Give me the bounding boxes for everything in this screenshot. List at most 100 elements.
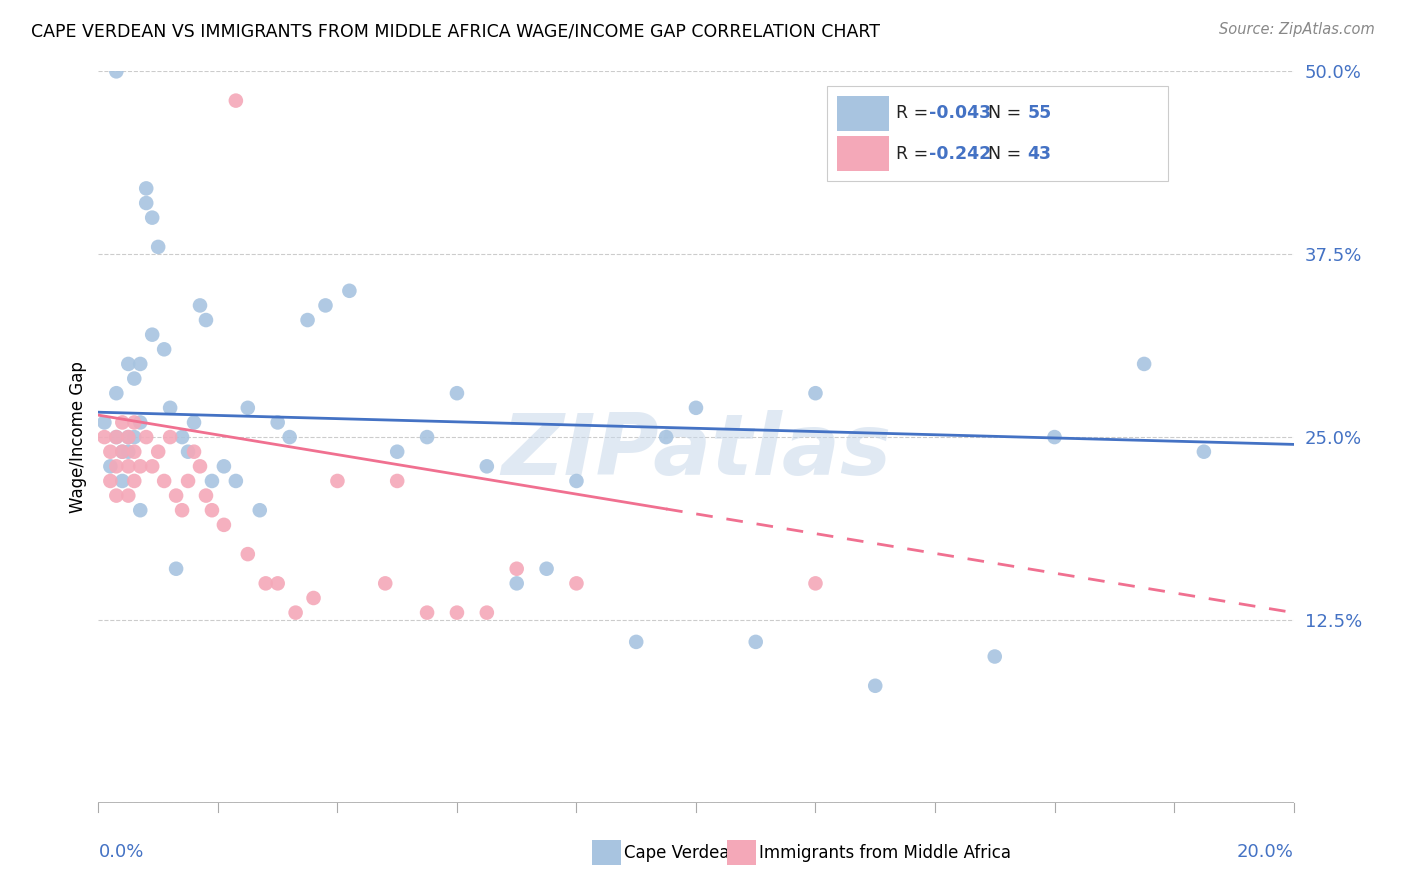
Point xyxy=(135,430,157,444)
FancyBboxPatch shape xyxy=(838,136,889,171)
Point xyxy=(804,576,827,591)
Point xyxy=(117,430,139,444)
Point xyxy=(129,459,152,474)
Point xyxy=(236,401,259,415)
Point xyxy=(183,444,205,458)
Text: CAPE VERDEAN VS IMMIGRANTS FROM MIDDLE AFRICA WAGE/INCOME GAP CORRELATION CHART: CAPE VERDEAN VS IMMIGRANTS FROM MIDDLE A… xyxy=(31,22,880,40)
Point xyxy=(188,298,211,312)
Point xyxy=(416,606,439,620)
Point xyxy=(98,459,122,474)
Point xyxy=(225,474,247,488)
Point xyxy=(165,562,187,576)
Point xyxy=(141,211,163,225)
Point xyxy=(153,343,176,357)
Point xyxy=(117,489,139,503)
Text: Immigrants from Middle Africa: Immigrants from Middle Africa xyxy=(759,844,1011,862)
Point xyxy=(159,430,181,444)
Point xyxy=(153,474,176,488)
Point xyxy=(506,576,529,591)
Point xyxy=(1192,444,1215,458)
Point xyxy=(385,444,409,458)
Point xyxy=(148,240,170,254)
Point xyxy=(117,357,139,371)
Point xyxy=(195,489,218,503)
Point xyxy=(254,576,277,591)
Point xyxy=(98,474,122,488)
Point xyxy=(172,430,194,444)
Point xyxy=(865,679,887,693)
Text: Cape Verdeans: Cape Verdeans xyxy=(624,844,749,862)
FancyBboxPatch shape xyxy=(727,840,756,865)
Text: -0.242: -0.242 xyxy=(929,145,991,162)
Point xyxy=(105,489,128,503)
Point xyxy=(278,430,301,444)
Point xyxy=(446,386,468,401)
Point xyxy=(148,444,170,458)
Point xyxy=(105,430,128,444)
Point xyxy=(536,562,558,576)
FancyBboxPatch shape xyxy=(827,86,1168,181)
Text: ZIPatlas: ZIPatlas xyxy=(501,410,891,493)
Point xyxy=(326,474,349,488)
Point xyxy=(105,386,128,401)
Point xyxy=(177,474,200,488)
Point xyxy=(105,64,128,78)
Point xyxy=(129,357,152,371)
Point xyxy=(297,313,319,327)
Point xyxy=(212,459,235,474)
Point xyxy=(506,562,529,576)
Text: R =: R = xyxy=(896,145,934,162)
Text: 20.0%: 20.0% xyxy=(1237,843,1294,861)
Point xyxy=(111,474,134,488)
Point xyxy=(105,430,128,444)
Point xyxy=(385,474,409,488)
Text: R =: R = xyxy=(896,104,934,122)
Point xyxy=(475,459,498,474)
Text: 43: 43 xyxy=(1028,145,1052,162)
Point xyxy=(98,444,122,458)
Point xyxy=(183,416,205,430)
Point xyxy=(124,444,146,458)
Point xyxy=(105,459,128,474)
Point xyxy=(1043,430,1066,444)
Text: N =: N = xyxy=(988,104,1026,122)
Point xyxy=(177,444,200,458)
Point xyxy=(124,371,146,385)
Point xyxy=(124,474,146,488)
Point xyxy=(339,284,361,298)
Point xyxy=(201,503,224,517)
Point xyxy=(565,576,588,591)
Point xyxy=(236,547,259,561)
Point xyxy=(111,444,134,458)
Point xyxy=(117,459,139,474)
Point xyxy=(804,386,827,401)
Point xyxy=(1133,357,1156,371)
Y-axis label: Wage/Income Gap: Wage/Income Gap xyxy=(69,361,87,513)
Point xyxy=(129,503,152,517)
Point xyxy=(267,576,290,591)
Point xyxy=(195,313,218,327)
Point xyxy=(201,474,224,488)
Point xyxy=(124,416,146,430)
Point xyxy=(129,416,152,430)
Text: 0.0%: 0.0% xyxy=(98,843,143,861)
Point xyxy=(117,430,139,444)
Point xyxy=(745,635,768,649)
Point xyxy=(225,94,247,108)
FancyBboxPatch shape xyxy=(592,840,620,865)
Text: 55: 55 xyxy=(1028,104,1052,122)
Point xyxy=(93,430,115,444)
Text: Source: ZipAtlas.com: Source: ZipAtlas.com xyxy=(1219,22,1375,37)
Point xyxy=(212,517,235,532)
Point xyxy=(302,591,325,605)
Point xyxy=(284,606,307,620)
Point xyxy=(111,444,134,458)
Point xyxy=(267,416,290,430)
Text: -0.043: -0.043 xyxy=(929,104,991,122)
Point xyxy=(374,576,396,591)
Point xyxy=(93,416,115,430)
Point xyxy=(165,489,187,503)
Point xyxy=(446,606,468,620)
Point xyxy=(159,401,181,415)
Point xyxy=(141,327,163,342)
